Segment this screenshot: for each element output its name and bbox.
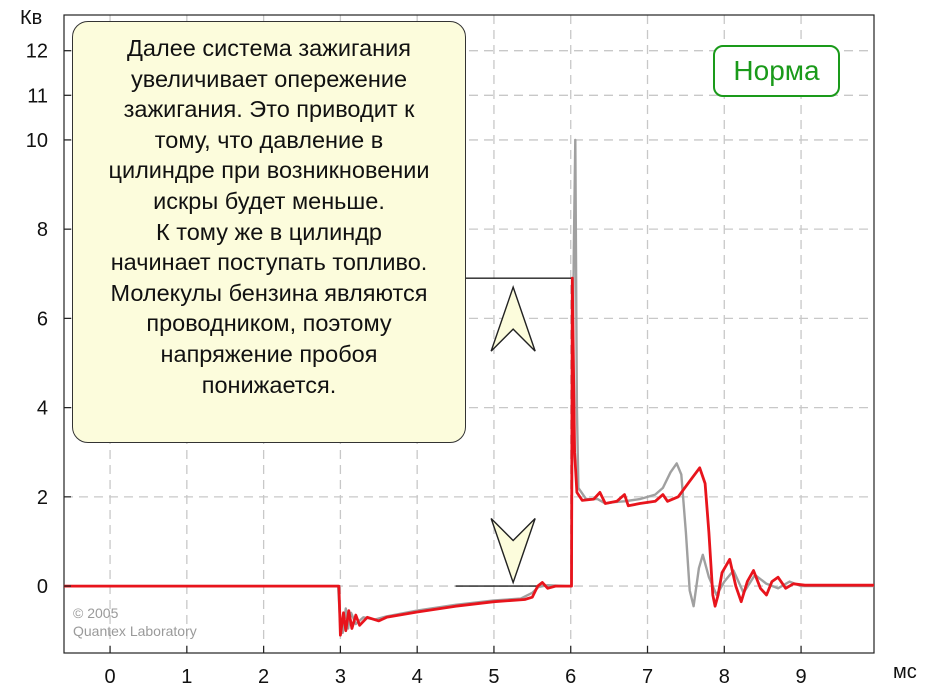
callout-line: начинает поступать топливо.: [110, 249, 428, 276]
callout-line: Далее система зажигания: [127, 35, 411, 61]
x-tick-label: 9: [795, 666, 806, 688]
x-tick-label: 3: [335, 666, 346, 688]
callout-line: понижается.: [201, 371, 337, 398]
status-badge: Норма: [713, 45, 840, 97]
callout-line: искры будет меньше.: [153, 187, 385, 214]
callout-line: К тому же в цилиндр: [155, 218, 382, 245]
y-tick-label: 6: [37, 308, 48, 330]
x-axis-ticks: 0 1 2 3 4 5 6 7 8 9: [105, 646, 807, 688]
x-axis-unit: мс: [893, 661, 917, 683]
y-tick-label: 4: [37, 398, 48, 420]
series-lines: [64, 138, 874, 637]
callout-line: проводником, поэтому: [146, 310, 392, 337]
callout-line: напряжение пробоя: [160, 340, 378, 367]
x-tick-label: 8: [719, 666, 730, 688]
explanation-callout: Далее система зажигания увеличивает опере…: [72, 21, 466, 443]
arrow-down-icon: [490, 518, 536, 585]
y-axis-unit: Кв: [20, 7, 42, 29]
callout-line: тому, что давление в: [154, 126, 384, 153]
x-tick-label: 7: [642, 666, 653, 688]
x-tick-label: 1: [181, 666, 192, 688]
y-tick-label: 12: [26, 41, 48, 63]
y-tick-label: 10: [26, 130, 48, 152]
copyright-year: © 2005: [73, 605, 119, 621]
callout-line: увеличивает опережение: [130, 65, 408, 92]
callout-line: Молекулы бензина являются: [110, 279, 428, 306]
x-tick-label: 2: [258, 666, 269, 688]
x-tick-label: 6: [565, 666, 576, 688]
measured-waveform-line: [64, 276, 874, 637]
plot-frame: [63, 14, 875, 654]
copyright: © 2005 Quantex Laboratory: [73, 604, 197, 640]
y-axis-ticks: 0 2 4 6 8 10 11 12: [26, 41, 71, 598]
arrow-up-icon: [490, 285, 536, 352]
x-tick-label: 4: [412, 666, 423, 688]
x-tick-label: 0: [105, 666, 116, 688]
copyright-company: Quantex Laboratory: [73, 623, 197, 639]
x-tick-label: 5: [488, 666, 499, 688]
y-tick-label: 8: [37, 219, 48, 241]
y-tick-label: 2: [37, 487, 48, 509]
y-tick-label: 11: [27, 85, 48, 107]
y-tick-label: 0: [37, 576, 48, 598]
annotations: [455, 277, 573, 587]
callout-line: цилиндре при возникновении: [108, 157, 430, 184]
callout-line: зажигания. Это приводит к: [123, 96, 415, 123]
